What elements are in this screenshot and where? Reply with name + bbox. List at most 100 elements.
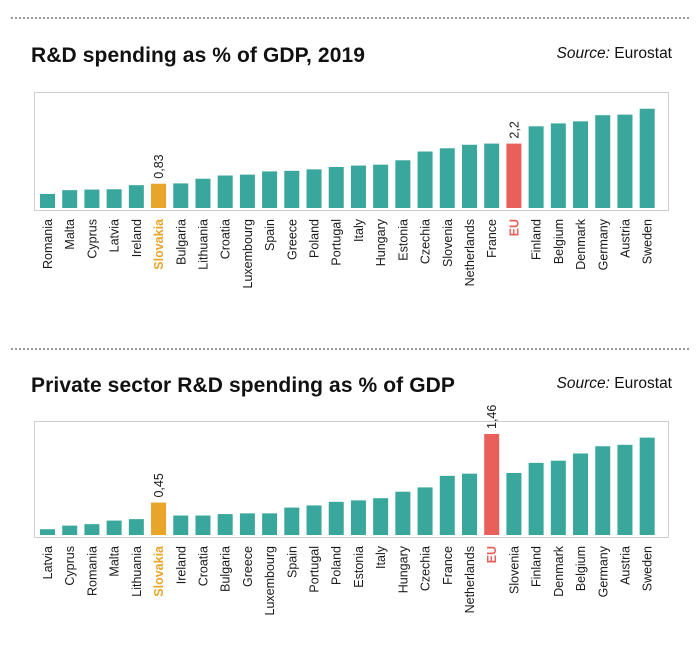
tick-label-hungary: Hungary — [374, 218, 388, 266]
middle-dotted-divider — [11, 348, 689, 350]
bar-bulgaria — [173, 183, 189, 208]
chart-1-source: Source: Eurostat — [557, 45, 672, 63]
bar-bulgaria — [217, 514, 233, 535]
tick-label-poland: Poland — [330, 546, 344, 585]
bar-austria — [617, 114, 633, 208]
bar-italy — [373, 498, 389, 535]
bar-greece — [284, 170, 300, 208]
data-label-eu: 1,46 — [485, 405, 499, 429]
bar-croatia — [195, 515, 211, 535]
tick-label-finland: Finland — [530, 546, 544, 587]
tick-label-luxembourg: Luxembourg — [263, 546, 277, 616]
tick-label-spain: Spain — [263, 219, 277, 251]
tick-label-cyprus: Cyprus — [63, 546, 77, 586]
tick-label-poland: Poland — [308, 219, 322, 258]
tick-label-latvia: Latvia — [41, 546, 55, 579]
bar-finland — [528, 462, 544, 535]
tick-label-denmark: Denmark — [552, 545, 566, 596]
bar-malta — [62, 190, 78, 208]
tick-label-croatia: Croatia — [196, 546, 210, 586]
tick-label-italy: Italy — [374, 545, 388, 569]
tick-label-estonia: Estonia — [396, 219, 410, 261]
bar-romania — [84, 524, 100, 535]
bar-cyprus — [84, 189, 100, 208]
bar-slovakia — [151, 502, 167, 535]
tick-label-slovakia: Slovakia — [152, 545, 166, 597]
tick-label-lithuania: Lithuania — [130, 546, 144, 597]
bar-italy — [350, 165, 366, 208]
tick-label-slovenia: Slovenia — [507, 546, 521, 594]
tick-label-lithuania: Lithuania — [196, 219, 210, 270]
data-label-eu: 2,2 — [507, 121, 521, 138]
tick-label-ireland: Ireland — [174, 546, 188, 584]
bar-netherlands — [461, 144, 477, 208]
bar-hungary — [395, 491, 411, 535]
tick-label-malta: Malta — [63, 219, 77, 250]
tick-label-portugal: Portugal — [330, 219, 344, 266]
tick-label-finland: Finland — [530, 219, 544, 260]
tick-label-romania: Romania — [41, 219, 55, 269]
bar-poland — [328, 501, 344, 535]
tick-label-netherlands: Netherlands — [463, 546, 477, 613]
tick-label-italy: Italy — [352, 218, 366, 242]
bar-belgium — [573, 453, 589, 535]
tick-label-estonia: Estonia — [352, 546, 366, 588]
tick-label-portugal: Portugal — [308, 546, 322, 593]
chart-2-source: Source: Eurostat — [557, 375, 672, 393]
bar-slovenia — [506, 472, 522, 535]
tick-label-france: France — [441, 546, 455, 585]
tick-label-luxembourg: Luxembourg — [241, 219, 255, 289]
tick-label-bulgaria: Bulgaria — [219, 546, 233, 592]
bar-germany — [595, 446, 611, 535]
bar-croatia — [217, 175, 233, 208]
data-label-slovakia: 0,45 — [152, 473, 166, 497]
chart-1-title: R&D spending as % of GDP, 2019 — [31, 44, 366, 67]
tick-label-czechia: Czechia — [419, 546, 433, 591]
bar-lithuania — [195, 178, 211, 208]
bar-ireland — [128, 185, 144, 208]
tick-label-greece: Greece — [285, 219, 299, 260]
bar-czechia — [417, 487, 433, 535]
bar-portugal — [306, 505, 322, 535]
tick-label-austria: Austria — [618, 219, 632, 258]
bar-france — [439, 475, 455, 535]
tick-label-germany: Germany — [596, 218, 610, 270]
tick-label-eu: EU — [485, 546, 499, 563]
tick-label-netherlands: Netherlands — [463, 219, 477, 286]
bar-denmark — [550, 460, 566, 535]
bar-portugal — [328, 167, 344, 208]
bar-latvia — [40, 529, 55, 535]
chart-2-source-label: Source: — [556, 375, 610, 392]
chart-2-bars: Latvia Cyprus Romania Malta Lithuania Slovaki… — [40, 405, 655, 616]
bar-slovenia — [439, 148, 455, 208]
top-dotted-divider — [11, 17, 689, 19]
tick-label-bulgaria: Bulgaria — [174, 219, 188, 265]
bar-eu — [484, 434, 500, 535]
tick-label-cyprus: Cyprus — [85, 219, 99, 259]
tick-label-sweden: Sweden — [641, 546, 655, 591]
bar-sweden — [639, 437, 655, 535]
bar-romania — [40, 193, 55, 208]
tick-label-belgium: Belgium — [574, 546, 588, 591]
data-label-slovakia: 0,83 — [152, 154, 166, 178]
bar-france — [484, 143, 500, 208]
chart-1-bars: Romania Malta Cyprus Latvia Ireland Slovakia 0… — [40, 108, 655, 289]
bar-estonia — [350, 500, 366, 535]
bar-slovakia — [151, 183, 167, 208]
bar-luxembourg — [262, 513, 278, 535]
bar-sweden — [639, 108, 655, 208]
chart-1-source-value: Eurostat — [614, 45, 672, 62]
tick-label-slovakia: Slovakia — [152, 218, 166, 270]
bar-austria — [617, 444, 633, 535]
tick-label-malta: Malta — [108, 546, 122, 577]
tick-label-latvia: Latvia — [108, 219, 122, 252]
chart-2-source-value: Eurostat — [614, 375, 672, 392]
bar-estonia — [395, 160, 411, 208]
tick-label-belgium: Belgium — [552, 219, 566, 264]
tick-label-czechia: Czechia — [419, 219, 433, 264]
bar-lithuania — [128, 519, 144, 535]
tick-label-ireland: Ireland — [130, 219, 144, 257]
tick-label-france: France — [485, 219, 499, 258]
bar-eu — [506, 143, 522, 208]
bar-belgium — [550, 123, 566, 208]
